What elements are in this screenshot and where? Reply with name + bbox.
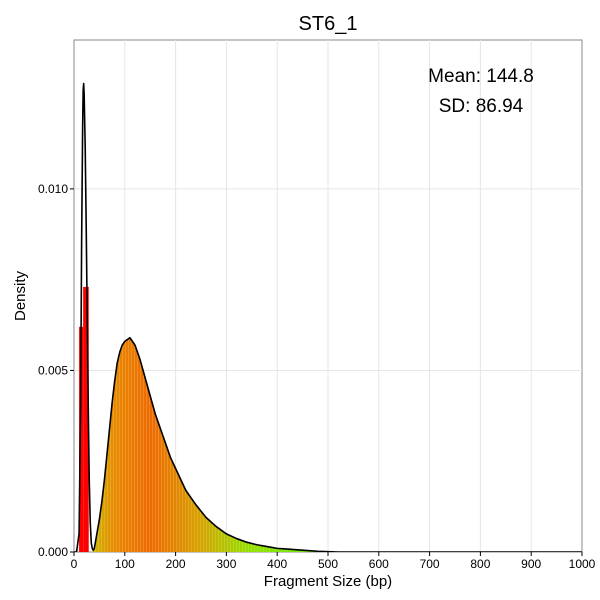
x-axis-label: Fragment Size (bp) bbox=[264, 573, 392, 590]
histogram-red-bar bbox=[79, 326, 84, 552]
x-tick-label: 600 bbox=[369, 557, 389, 571]
y-axis: 0.000 0.005 0.010 bbox=[38, 182, 74, 559]
x-tick-label: 100 bbox=[115, 557, 135, 571]
x-tick-label: 1000 bbox=[569, 557, 596, 571]
x-tick-label: 800 bbox=[470, 557, 490, 571]
y-tick-label: 0.010 bbox=[38, 182, 68, 196]
y-tick-label: 0.005 bbox=[38, 363, 68, 377]
sd-annotation: SD: 86.94 bbox=[439, 96, 524, 117]
x-tick-label: 0 bbox=[71, 557, 78, 571]
x-axis: 0 100 200 300 400 500 600 700 800 900 1000 bbox=[71, 552, 596, 571]
x-tick-label: 700 bbox=[420, 557, 440, 571]
x-tick-label: 200 bbox=[166, 557, 186, 571]
histogram-bin-lines bbox=[92, 337, 339, 552]
y-axis-label: Density bbox=[12, 270, 29, 321]
histogram-red-bar bbox=[83, 286, 89, 552]
x-tick-label: 300 bbox=[216, 557, 236, 571]
chart-title: ST6_1 bbox=[299, 13, 358, 35]
histogram-bars bbox=[79, 286, 339, 552]
y-tick-label: 0.000 bbox=[38, 545, 68, 559]
x-tick-label: 500 bbox=[318, 557, 338, 571]
density-curve-group bbox=[74, 82, 582, 552]
x-tick-label: 400 bbox=[267, 557, 287, 571]
mean-annotation: Mean: 144.8 bbox=[428, 66, 534, 87]
density-line bbox=[74, 82, 582, 552]
x-tick-label: 900 bbox=[521, 557, 541, 571]
